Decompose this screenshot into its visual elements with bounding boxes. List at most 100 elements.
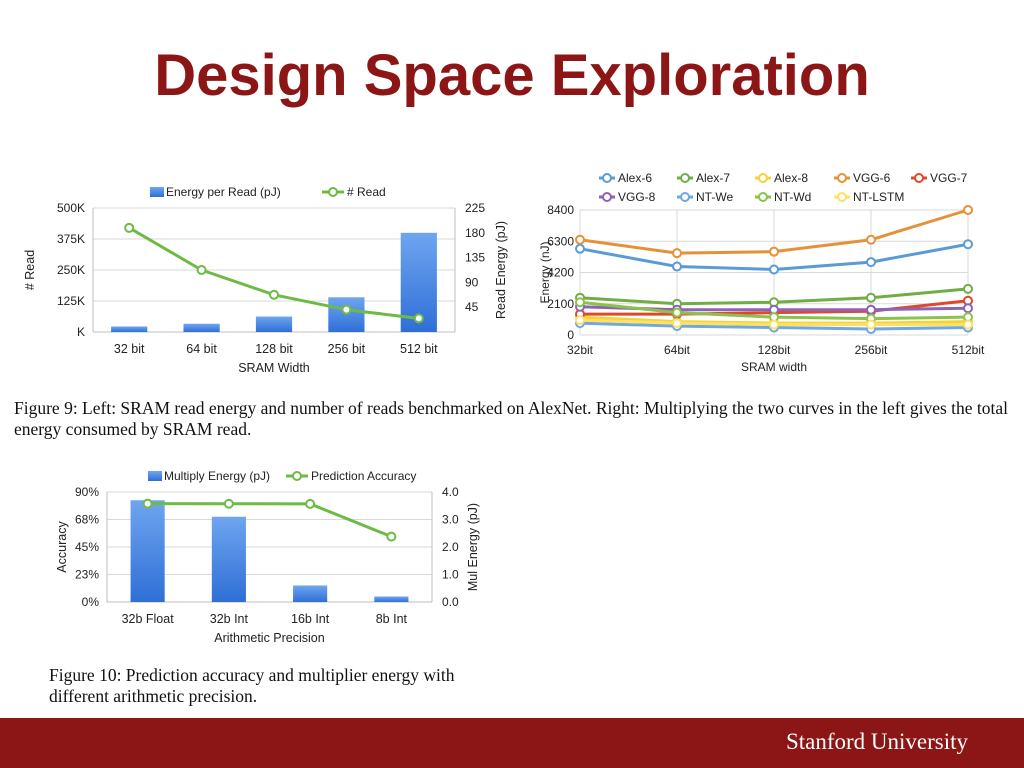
- x-axis-label: SRAM width: [741, 360, 807, 374]
- x-axis-label: SRAM Width: [238, 361, 310, 375]
- data-point: [575, 297, 585, 308]
- legend-label: Multiply Energy (pJ): [164, 469, 270, 483]
- data-point: [672, 248, 682, 259]
- data-point: [124, 222, 135, 233]
- x-tick-label: 512bit: [952, 343, 985, 357]
- y-axis-label: # Read: [23, 250, 37, 290]
- data-point: [963, 239, 973, 250]
- data-point: [963, 319, 973, 330]
- data-point: [196, 265, 207, 275]
- x-tick-label: 128bit: [758, 343, 791, 357]
- x-tick-label: 32b Int: [210, 612, 249, 626]
- legend-marker: [758, 192, 768, 202]
- y-tick-label: 0%: [82, 595, 100, 609]
- legend-swatch: [150, 187, 164, 197]
- y-tick-label: 45%: [75, 540, 99, 554]
- figure-9-caption: Figure 9: Left: SRAM read energy and num…: [14, 398, 1009, 439]
- x-axis-label: Arithmetic Precision: [214, 631, 324, 645]
- data-point: [769, 319, 779, 330]
- data-point: [769, 264, 779, 275]
- footer-bar: Stanford University: [0, 718, 1024, 768]
- x-tick-label: 32 bit: [114, 342, 145, 356]
- x-tick-label: 64bit: [664, 343, 691, 357]
- data-point: [575, 243, 585, 254]
- data-point: [305, 498, 316, 509]
- data-point: [672, 307, 682, 318]
- data-point: [672, 261, 682, 272]
- y2-tick-label: 4.0: [442, 485, 459, 499]
- legend-marker: [602, 173, 612, 183]
- legend-marker: [837, 173, 847, 183]
- data-point: [866, 304, 876, 315]
- y-tick-label: 0: [567, 328, 574, 342]
- legend-marker: [602, 192, 612, 202]
- legend-marker: [837, 192, 847, 202]
- legend-label: # Read: [347, 185, 386, 199]
- bar: [255, 316, 293, 332]
- y-tick-label: 8400: [547, 203, 574, 217]
- x-tick-label: 32b Float: [122, 612, 175, 626]
- legend-label: Alex-6: [618, 171, 652, 185]
- x-tick-label: 128 bit: [255, 342, 293, 356]
- legend-label: VGG-7: [930, 171, 968, 185]
- legend-label: Alex-7: [696, 171, 730, 185]
- y2-tick-label: 90: [465, 275, 479, 289]
- legend-label: Prediction Accuracy: [311, 469, 416, 483]
- data-point: [575, 234, 585, 245]
- legend-label: Energy per Read (pJ): [166, 185, 281, 199]
- x-tick-label: 16b Int: [291, 612, 330, 626]
- y-tick-label: 2100: [547, 297, 574, 311]
- y-tick-label: 90%: [75, 485, 99, 499]
- precision-chart: 0% 23% 45% 68% 90% 0.0 1.0 2.0 3.0 4.0 32b Float 32…: [55, 469, 480, 645]
- x-tick-label: 8b Int: [376, 612, 408, 626]
- y2-axis-label: Mul Energy (pJ): [466, 503, 480, 591]
- legend-label: VGG-8: [618, 190, 656, 204]
- y2-tick-label: 225: [465, 201, 485, 215]
- y2-tick-label: 135: [465, 251, 485, 265]
- bar: [374, 596, 409, 602]
- total-energy-chart: 0 2100 4200 6300 8400 32bit 64bit 128bit 256bit 5…: [538, 171, 985, 374]
- y-tick-label: 500K: [57, 201, 85, 215]
- legend-marker: [680, 173, 690, 183]
- y2-tick-label: 2.0: [442, 540, 459, 554]
- data-point: [672, 318, 682, 329]
- y2-tick-label: 180: [465, 226, 485, 240]
- y-tick-label: 250K: [57, 263, 85, 277]
- y-tick-label: 23%: [75, 568, 99, 582]
- x-tick-label: 512 bit: [400, 342, 438, 356]
- sram-read-chart: K 125K 250K 375K 500K 45 90 135 180 225 32 bit 64 b…: [23, 185, 508, 375]
- series-line: [147, 502, 392, 539]
- legend-label: Alex-8: [774, 171, 808, 185]
- data-point: [866, 292, 876, 303]
- y2-tick-label: 3.0: [442, 513, 459, 527]
- y-tick-label: K: [77, 325, 85, 339]
- data-point: [963, 303, 973, 314]
- bar: [130, 500, 165, 602]
- bar: [211, 516, 246, 602]
- data-point: [223, 498, 234, 509]
- data-point: [413, 313, 424, 324]
- x-tick-label: 256bit: [855, 343, 888, 357]
- series-line: [128, 226, 419, 320]
- y-axis-label: Accuracy: [55, 521, 69, 573]
- data-point: [963, 283, 973, 294]
- legend-marker: [680, 192, 690, 202]
- legend-marker: [758, 173, 768, 183]
- x-tick-label: 256 bit: [328, 342, 366, 356]
- legend-label: VGG-6: [853, 171, 891, 185]
- bar: [293, 585, 328, 602]
- data-point: [963, 205, 973, 215]
- y-tick-label: 68%: [75, 513, 99, 527]
- data-point: [575, 315, 585, 326]
- bar: [183, 323, 220, 332]
- bar: [111, 326, 148, 332]
- y-axis-label: Energy (nJ): [538, 241, 552, 303]
- legend-marker: [292, 471, 302, 481]
- y-tick-label: 4200: [547, 266, 574, 280]
- figure-10-caption: Figure 10: Prediction accuracy and multi…: [49, 665, 455, 706]
- legend-marker: [914, 173, 924, 183]
- data-point: [142, 498, 153, 509]
- y-tick-label: 125K: [57, 294, 85, 308]
- slide-title: Design Space Exploration: [154, 43, 870, 108]
- y2-axis-label: Read Energy (pJ): [494, 221, 508, 319]
